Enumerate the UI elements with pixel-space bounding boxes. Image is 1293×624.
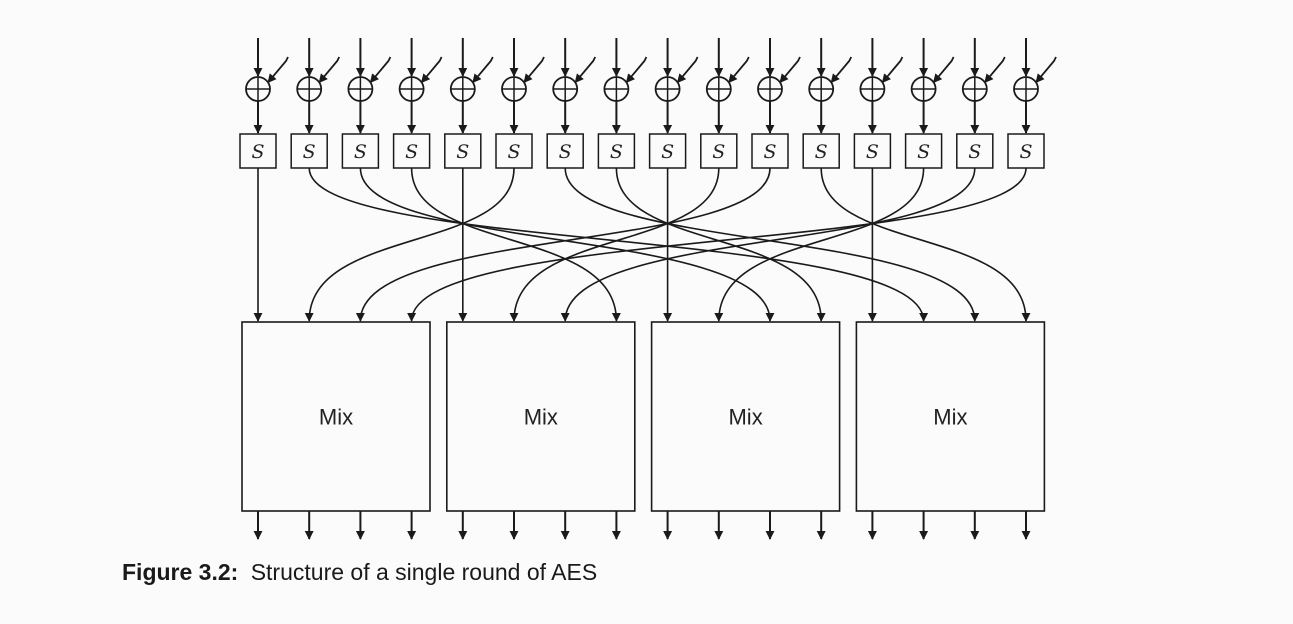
- sbox-13: S: [904, 133, 943, 169]
- sbox-4: S: [444, 133, 482, 169]
- input-arrows: [253, 38, 1057, 84]
- figure-number: Figure 3.2:: [122, 559, 239, 585]
- sbox-label: S: [405, 141, 418, 163]
- sbox-0: S: [239, 133, 277, 169]
- sbox-1: S: [290, 133, 328, 169]
- round-key-arrow-9: [728, 56, 750, 84]
- shift-rows-wiring: [253, 167, 1031, 322]
- sbox-5: S: [495, 133, 533, 169]
- xor-icon: [552, 76, 579, 102]
- xor-icon: [859, 76, 886, 102]
- xor-icon: [705, 76, 732, 102]
- round-key-arrow-8: [676, 56, 699, 84]
- xor-icon: [961, 76, 988, 102]
- sbox-label: S: [968, 141, 981, 163]
- round-key-arrow-4: [472, 56, 494, 84]
- wire-1-to-13: [308, 167, 929, 322]
- mix-block-3: Mix: [855, 321, 1046, 512]
- wire-11-to-15: [820, 167, 1031, 322]
- round-key-arrow-2: [369, 56, 392, 84]
- sbox-label: S: [456, 141, 469, 163]
- mix-block-0: Mix: [241, 321, 431, 512]
- xor-icon: [1013, 76, 1039, 102]
- sbox-label: S: [354, 141, 367, 163]
- wire-6-to-14: [564, 167, 980, 322]
- key-addition-layer: [245, 76, 1039, 134]
- xor-icon: [398, 76, 425, 102]
- sbox-label: S: [917, 141, 930, 163]
- round-key-arrow-11: [830, 56, 853, 84]
- xor-icon: [501, 76, 527, 102]
- round-key-arrow-12: [881, 56, 904, 84]
- mix-label: Mix: [319, 405, 353, 430]
- round-key-arrow-5: [523, 56, 545, 84]
- sbox-label: S: [815, 141, 828, 163]
- mix-label: Mix: [728, 405, 762, 430]
- sbox-label: S: [303, 141, 316, 163]
- output-arrows: [253, 511, 1031, 540]
- sbox-label: S: [559, 141, 572, 163]
- sbox-10: S: [751, 133, 789, 169]
- sbox-label: S: [866, 141, 879, 163]
- wire-7-to-11: [615, 167, 826, 322]
- sbox-label: S: [763, 141, 776, 163]
- wire-13-to-9: [714, 167, 925, 322]
- wire-10-to-2: [355, 167, 771, 322]
- round-key-arrow-1: [318, 56, 341, 84]
- round-key-arrow-15: [1035, 56, 1057, 84]
- wire-14-to-6: [560, 167, 976, 322]
- sbox-12: S: [853, 133, 892, 169]
- xor-icon: [808, 76, 835, 102]
- xor-icon: [449, 76, 476, 102]
- wire-3-to-7: [410, 167, 621, 322]
- figure-caption: Figure 3.2: Structure of a single round …: [122, 559, 597, 586]
- round-key-arrow-6: [574, 56, 597, 84]
- round-key-arrow-7: [625, 56, 648, 84]
- mix-label: Mix: [524, 405, 558, 430]
- sbox-3: S: [392, 133, 431, 169]
- sbox-label: S: [251, 141, 264, 163]
- xor-icon: [603, 76, 630, 102]
- xor-icon: [245, 76, 271, 102]
- round-key-arrow-13: [932, 56, 955, 84]
- sbox-14: S: [956, 133, 994, 169]
- round-key-arrow-14: [984, 56, 1006, 84]
- figure-caption-text: Structure of a single round of AES: [250, 559, 598, 585]
- sbox-label: S: [507, 141, 520, 163]
- xor-icon: [910, 76, 937, 102]
- sbox-15: S: [1007, 133, 1045, 169]
- sbox-label: S: [661, 141, 674, 163]
- sbox-11: S: [802, 133, 840, 169]
- sbox-label: S: [610, 141, 623, 163]
- xor-icon: [757, 76, 783, 102]
- mix-block-2: Mix: [650, 321, 841, 512]
- sbox-label: S: [712, 141, 725, 163]
- xor-icon: [347, 76, 374, 102]
- round-key-arrow-3: [420, 56, 443, 84]
- sbox-9: S: [700, 133, 738, 169]
- mix-columns-layer: Mix Mix Mix Mix: [241, 321, 1046, 512]
- sbox-8: S: [648, 133, 687, 169]
- round-key-arrow-10: [779, 56, 801, 84]
- sbox-7: S: [597, 133, 636, 169]
- sbox-6: S: [546, 133, 584, 169]
- sbox-2: S: [341, 133, 380, 169]
- mix-block-1: Mix: [445, 321, 636, 512]
- wire-2-to-10: [359, 167, 775, 322]
- round-key-arrow-0: [267, 56, 289, 84]
- xor-icon: [654, 76, 681, 102]
- sbox-label: S: [1019, 141, 1032, 163]
- xor-icon: [296, 76, 323, 102]
- wire-5-to-1: [304, 167, 515, 322]
- mix-label: Mix: [933, 405, 967, 430]
